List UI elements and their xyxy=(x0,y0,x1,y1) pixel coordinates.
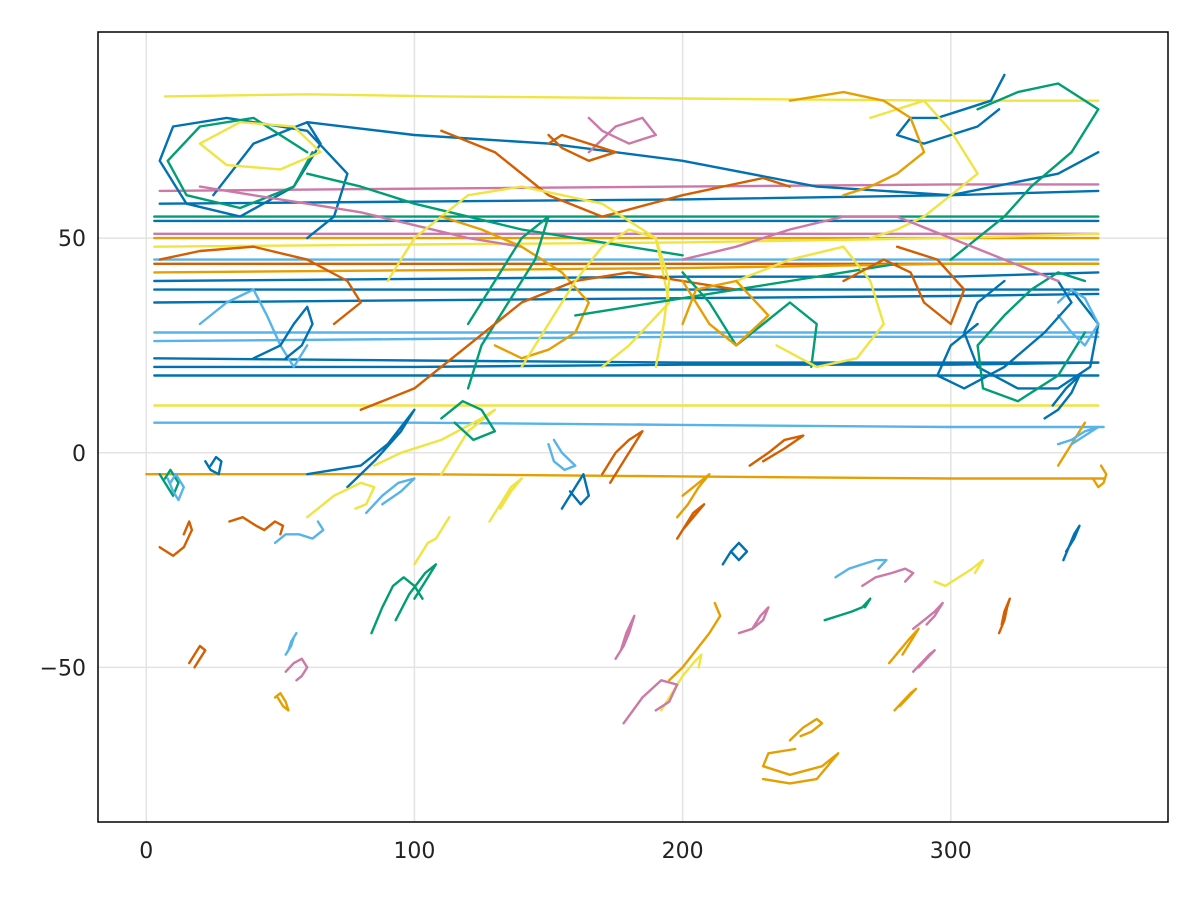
series-line-46 xyxy=(252,305,314,360)
series-line-52 xyxy=(842,245,966,326)
series-line-55 xyxy=(373,408,497,476)
series-line-47 xyxy=(158,245,362,326)
series-line-66 xyxy=(204,455,223,476)
series-line-91 xyxy=(861,567,915,588)
series-line-96 xyxy=(912,649,936,673)
series-line-82 xyxy=(721,541,749,566)
series-line-49 xyxy=(574,262,899,317)
x-tick-label-2: 200 xyxy=(662,839,704,864)
tick-labels: 0 100 200 300 −50 0 50 xyxy=(40,227,972,864)
series-line-90 xyxy=(834,558,888,579)
series-line-64 xyxy=(158,468,180,497)
series-line-67 xyxy=(158,520,194,557)
series-line-86 xyxy=(622,679,679,725)
series-line-71 xyxy=(365,477,416,515)
series-line-28 xyxy=(587,116,657,154)
series-line-65 xyxy=(166,473,185,502)
series-line-85 xyxy=(660,653,703,712)
series-line-2 xyxy=(158,189,1100,205)
x-tick-label-3: 300 xyxy=(930,839,972,864)
series-line-25 xyxy=(198,121,322,171)
series-line-77 xyxy=(284,631,298,656)
series-line-78 xyxy=(284,657,309,682)
series-line-83 xyxy=(614,614,636,660)
series-line-39 xyxy=(359,271,738,411)
series-line-29 xyxy=(547,133,617,162)
y-tick-label-2: 50 xyxy=(58,227,86,252)
series-line-70 xyxy=(306,481,376,519)
series-line-22 xyxy=(1091,464,1108,489)
series-line-80 xyxy=(676,473,711,519)
x-tick-label-1: 100 xyxy=(393,839,435,864)
series-line-51 xyxy=(735,245,885,369)
series-line-11 xyxy=(153,271,1100,283)
series-line-74 xyxy=(370,576,424,635)
series-line-94 xyxy=(912,601,944,630)
series-line-89 xyxy=(788,717,824,742)
series-line-50 xyxy=(681,215,1060,283)
series-line-21 xyxy=(145,473,1105,480)
series-line-60 xyxy=(748,434,805,467)
y-tick-label-0: −50 xyxy=(40,656,86,681)
series-line-32 xyxy=(869,99,979,240)
series-line-7 xyxy=(153,232,1100,248)
series-line-40 xyxy=(520,228,671,369)
series-line-27 xyxy=(440,129,792,218)
series-line-76 xyxy=(188,644,207,669)
series-line-34 xyxy=(306,172,684,257)
series-line-57 xyxy=(547,438,577,472)
series-line-72 xyxy=(413,516,451,566)
series-line-95 xyxy=(887,627,920,665)
series-line-45 xyxy=(198,288,309,369)
series-line-53 xyxy=(681,279,770,347)
series-line-59 xyxy=(601,430,644,484)
series-line-75 xyxy=(394,563,438,622)
series-line-92 xyxy=(823,597,872,622)
plot-frame xyxy=(97,31,1169,823)
series-line-43 xyxy=(1056,288,1100,347)
series-line-41 xyxy=(963,279,1100,390)
series-line-73 xyxy=(488,477,523,523)
series-line-26 xyxy=(306,121,1100,197)
series-line-98 xyxy=(997,597,1011,635)
series-line-62 xyxy=(1043,374,1081,420)
series-line-30 xyxy=(949,82,1100,261)
series-line-56 xyxy=(440,400,497,442)
series-line-63 xyxy=(1056,425,1100,446)
series-line-38 xyxy=(466,215,550,390)
series-line-68 xyxy=(228,516,285,536)
series-line-36 xyxy=(386,185,671,369)
series-line-54 xyxy=(306,408,416,489)
series-line-17 xyxy=(153,361,1100,369)
series-line-35 xyxy=(198,185,523,248)
series-line-87 xyxy=(737,606,770,635)
series-line-16 xyxy=(153,357,1100,364)
x-tick-label-0: 0 xyxy=(139,839,153,864)
series-line-44 xyxy=(936,279,1073,390)
series-line-81 xyxy=(676,503,706,540)
series-line-15 xyxy=(153,335,1100,343)
series-line-93 xyxy=(933,558,985,588)
series-line-0 xyxy=(163,93,1100,102)
series-line-48 xyxy=(681,271,818,369)
series-line-99 xyxy=(1062,524,1081,562)
series-line-20 xyxy=(153,421,1105,429)
series-line-24 xyxy=(166,116,314,210)
series-line-84 xyxy=(668,601,722,682)
series-layer xyxy=(145,73,1108,785)
series-line-31 xyxy=(895,73,1006,145)
series-line-97 xyxy=(893,687,918,712)
series-line-58 xyxy=(560,473,590,510)
series-line-33 xyxy=(788,90,926,197)
series-line-23 xyxy=(158,116,349,240)
series-line-79 xyxy=(273,692,290,712)
y-tick-label-1: 0 xyxy=(72,442,86,467)
series-line-88 xyxy=(761,747,840,785)
series-line-37 xyxy=(440,215,590,360)
series-line-69 xyxy=(273,520,325,545)
